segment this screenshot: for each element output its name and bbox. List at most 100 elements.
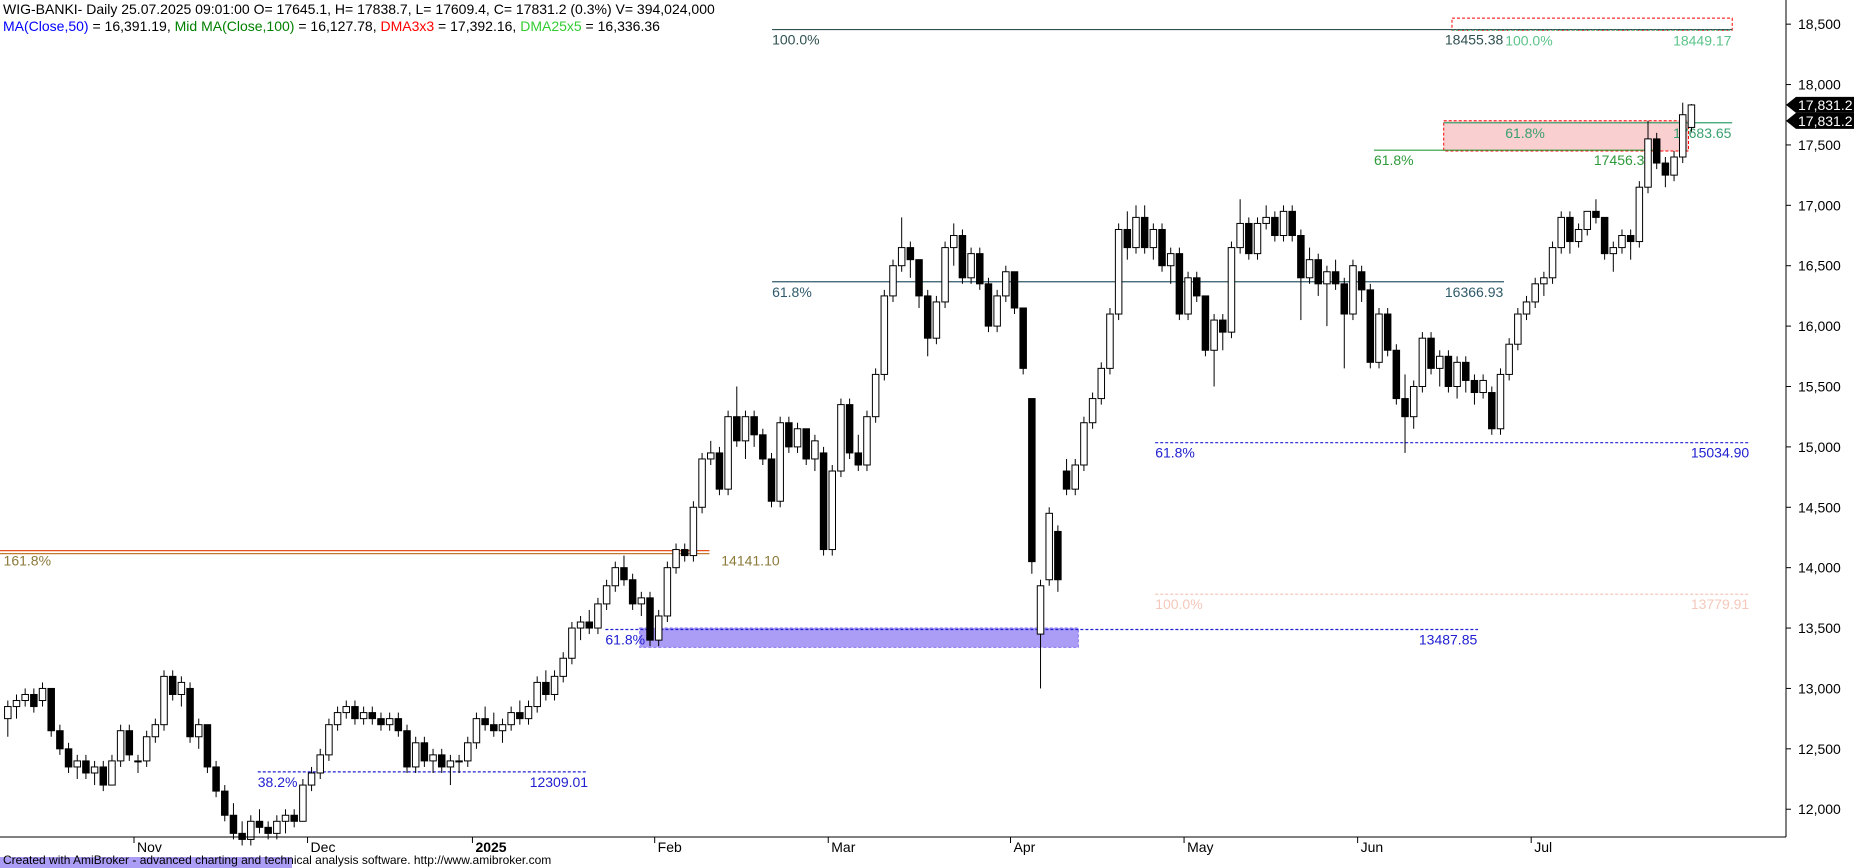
candle-body [828, 470, 837, 551]
candle-body [1314, 259, 1322, 285]
level-price: 13487.85 [1419, 632, 1478, 648]
candle-body [533, 681, 541, 708]
candle-body [559, 657, 567, 677]
candle-body [1644, 138, 1652, 188]
candle-body [1635, 186, 1644, 243]
candle-body [594, 603, 602, 629]
candle-body [1409, 385, 1418, 418]
candle-body [620, 567, 628, 581]
price-tag-label: 17,831.2 [1798, 113, 1853, 129]
candle-body [1479, 379, 1487, 394]
y-tick-label: 18,000 [1798, 77, 1841, 93]
candle-body [177, 681, 186, 695]
candle-body [21, 693, 29, 702]
candle-body [1557, 216, 1565, 249]
candle-body [12, 700, 21, 708]
candle-body [663, 567, 672, 617]
candle-body [724, 416, 732, 490]
candle-body [1028, 398, 1036, 563]
price-tag [1786, 96, 1854, 113]
x-tick-label: Jun [1361, 839, 1384, 855]
candle-body [142, 736, 151, 762]
candle-body [1687, 104, 1696, 128]
candle-body [151, 724, 160, 738]
candle-body [1219, 319, 1227, 333]
candle-body [116, 730, 125, 762]
candle-body [1132, 216, 1140, 249]
candle-body [863, 416, 871, 466]
candle-body [1088, 398, 1097, 424]
candle-body [1123, 228, 1132, 249]
candle-body [1401, 398, 1409, 418]
candle-body [160, 675, 168, 726]
level-price: 14141.10 [721, 553, 780, 569]
candle-body [229, 814, 238, 834]
candle-body [290, 814, 298, 822]
candle-body [1540, 277, 1548, 285]
candle-body [628, 579, 637, 605]
candle-body [203, 724, 212, 768]
candle-body [1227, 247, 1236, 333]
candle-body [1470, 379, 1479, 394]
candle-body [1548, 247, 1557, 279]
level-label: 38.2% [258, 774, 298, 790]
candle-body [698, 458, 706, 508]
candle-body [845, 404, 854, 454]
level-price: 17456.38 [1594, 152, 1653, 168]
candle-body [1514, 313, 1522, 345]
candle-body [819, 452, 828, 551]
candle-body [932, 301, 941, 339]
candle-body [437, 754, 446, 768]
candle-body [542, 681, 550, 695]
candle-body [325, 724, 333, 756]
candle-body [1349, 265, 1357, 315]
candle-body [377, 718, 385, 726]
candle-body [715, 452, 724, 490]
y-tick-label: 18,500 [1798, 16, 1841, 32]
candle-body [1279, 210, 1288, 237]
level-price: 17683.65 [1673, 125, 1732, 141]
candle-body [1305, 259, 1314, 279]
candle-body [1383, 313, 1392, 351]
candle-body [646, 597, 654, 641]
zone [639, 627, 1079, 648]
candle-body [1245, 222, 1253, 255]
legend-item: DMA25x5 [520, 18, 582, 34]
candle-body [281, 814, 290, 822]
x-tick-label: May [1187, 839, 1213, 855]
candle-body [585, 621, 594, 629]
candle-body [1462, 361, 1470, 381]
candle-body [255, 820, 264, 828]
candle-body [90, 766, 99, 774]
candle-body [47, 687, 55, 732]
level-label: 100.0% [1505, 32, 1552, 48]
level-price: 12309.01 [530, 774, 589, 790]
candle-body [689, 506, 698, 557]
candle-body [1297, 235, 1305, 279]
candle-body [1036, 585, 1045, 635]
candle-body [411, 742, 420, 768]
candle-body [368, 712, 377, 720]
level-label: 61.8% [772, 284, 812, 300]
candle-body [64, 748, 73, 768]
candle-body [741, 416, 750, 442]
candle-body [212, 766, 220, 792]
candle-body [1019, 307, 1027, 369]
level-label: 61.8% [1155, 445, 1195, 461]
candle-body [811, 440, 819, 460]
y-tick-label: 17,500 [1798, 137, 1841, 153]
candle-body [490, 724, 498, 732]
candle-body [99, 766, 108, 786]
level-label: 61.8% [1505, 125, 1545, 141]
candle-body [1192, 277, 1201, 297]
candle-body [1670, 156, 1678, 176]
price-tag-label: 17,831.2 [1798, 97, 1853, 113]
candle-body [516, 712, 524, 720]
legend-item: = 16,127.78, [294, 18, 380, 34]
candle-body [759, 434, 767, 460]
y-tick-label: 16,500 [1798, 258, 1841, 274]
candle-body [1140, 216, 1149, 249]
